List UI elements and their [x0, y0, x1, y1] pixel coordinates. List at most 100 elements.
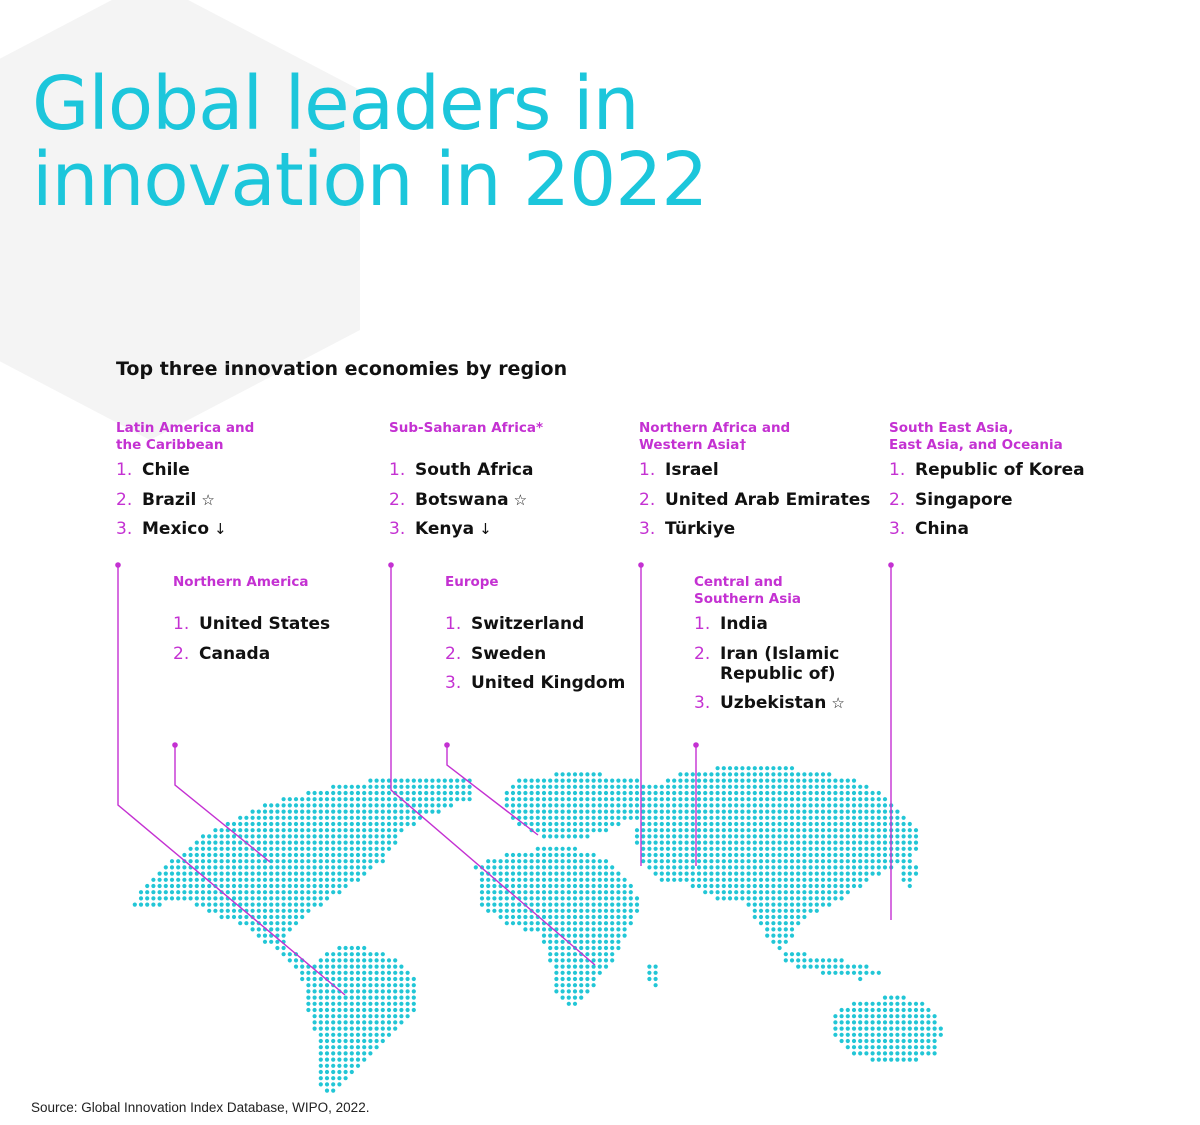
- title-line-1: Global leaders in: [32, 61, 639, 147]
- region-northern-africa-western-asia: Northern Africa and Western Asia† 1. Isra…: [639, 420, 889, 549]
- economy-name: Chile: [142, 460, 190, 480]
- region-northern-america: Northern America 1. United States 2. Canada: [173, 574, 423, 673]
- region-name-line-2: the Caribbean: [116, 437, 224, 453]
- ranking-list: 1. Republic of Korea 2. Singapore 3. China: [889, 460, 1139, 539]
- economy-name: Singapore: [915, 489, 1013, 510]
- economy-name: Botswana: [415, 489, 509, 510]
- region-sub-saharan-africa: Sub-Saharan Africa* 1. South Africa 2. Bots…: [389, 420, 639, 549]
- ranking-item: 3. Kenya ↓: [389, 519, 639, 539]
- new-entry-star-icon: ☆: [831, 694, 845, 712]
- economy-name: Sweden: [471, 643, 547, 664]
- ranking-list: 1. Switzerland 2. Sweden 3. United Kingdom: [445, 614, 695, 693]
- rank-number: 2.: [173, 643, 190, 664]
- ranking-item: 2. United Arab Emirates: [639, 490, 889, 510]
- ranking-item: 1. Switzerland: [445, 614, 695, 634]
- rank-number: 1.: [639, 460, 656, 480]
- down-arrow-icon: ↓: [479, 520, 492, 538]
- ranking-item: 1. United States: [173, 614, 423, 634]
- leader-line-europe: [444, 742, 539, 836]
- ranking-item: 2. Iran (Islamic Republic of): [694, 644, 854, 684]
- region-name-line-1: South East Asia,: [889, 420, 1014, 436]
- rank-number: 3.: [889, 519, 906, 539]
- chart-subtitle: Top three innovation economies by region: [116, 358, 568, 380]
- economy-name: India: [720, 614, 768, 634]
- ranking-item: 2. Botswana ☆: [389, 490, 639, 510]
- ranking-item: 3. Türkiye: [639, 519, 889, 539]
- economy-name: Kenya: [415, 519, 475, 539]
- region-name-line-1: Latin America and: [116, 420, 255, 436]
- rank-number: 1.: [173, 614, 190, 634]
- region-name: Northern Africa and Western Asia†: [639, 420, 889, 454]
- leader-line-northern-america: [172, 742, 271, 863]
- title-line-2: innovation in 2022: [32, 137, 708, 223]
- ranking-item: 2. Brazil ☆: [116, 490, 366, 510]
- ranking-item: 3. Uzbekistan ☆: [694, 693, 854, 713]
- region-name-line-2: Western Asia†: [639, 437, 747, 453]
- ranking-item: 1. Chile: [116, 460, 366, 480]
- economy-name: United Kingdom: [471, 673, 626, 693]
- page-title: Global leaders in innovation in 2022: [32, 61, 708, 223]
- ranking-item: 1. India: [694, 614, 854, 634]
- rank-number: 2.: [389, 489, 406, 510]
- ranking-item: 2. Singapore: [889, 490, 1139, 510]
- ranking-list: 1. Israel 2. United Arab Emirates 3. Türkiye: [639, 460, 889, 539]
- region-name-line-1: Central and: [694, 574, 783, 590]
- leader-line-central-southern-asia: [693, 742, 699, 866]
- rank-number: 3.: [639, 519, 656, 539]
- rank-number: 1.: [116, 460, 133, 480]
- economy-name: Republic of Korea: [915, 460, 1085, 480]
- rank-number: 2.: [445, 643, 462, 664]
- region-central-southern-asia: Central and Southern Asia 1. India 2. Iran …: [694, 574, 854, 723]
- region-name-line-1: Northern America: [173, 574, 309, 590]
- economy-name: United Arab Emirates: [665, 489, 871, 510]
- leader-line-latin-america: [115, 562, 346, 996]
- rank-number: 3.: [389, 519, 406, 539]
- ranking-item: 1. Republic of Korea: [889, 460, 1139, 480]
- region-name-line-2: Southern Asia: [694, 591, 802, 607]
- rank-number: 1.: [389, 460, 406, 480]
- new-entry-star-icon: ☆: [513, 490, 528, 509]
- region-europe: Europe 1. Switzerland 2. Sweden 3. United Kin…: [445, 574, 695, 703]
- rank-number: 2.: [694, 643, 711, 664]
- region-name-line-1: Europe: [445, 574, 499, 590]
- ranking-item: 3. United Kingdom: [445, 673, 695, 693]
- ranking-list: 1. South Africa 2. Botswana ☆ 3. Kenya ↓: [389, 460, 639, 539]
- new-entry-star-icon: ☆: [201, 490, 215, 509]
- economy-name: Brazil: [142, 489, 197, 510]
- economy-name: Switzerland: [471, 614, 585, 634]
- rank-number: 2.: [639, 489, 656, 510]
- ranking-list: 1. Chile 2. Brazil ☆ 3. Mexico ↓: [116, 460, 366, 539]
- ranking-item: 1. Israel: [639, 460, 889, 480]
- down-arrow-icon: ↓: [214, 520, 227, 538]
- region-name: Latin America and the Caribbean: [116, 420, 366, 454]
- economy-name: United States: [199, 614, 331, 634]
- region-name-line-1: Northern Africa and: [639, 420, 791, 436]
- economy-name: South Africa: [415, 460, 534, 480]
- ranking-item: 3. Mexico ↓: [116, 519, 366, 539]
- ranking-item: 2. Canada: [173, 644, 423, 664]
- ranking-item: 3. China: [889, 519, 1139, 539]
- region-south-east-asia-oceania: South East Asia, East Asia, and Oceania …: [889, 420, 1139, 549]
- region-name-line-2: East Asia, and Oceania: [889, 437, 1063, 453]
- rank-number: 1.: [694, 614, 711, 634]
- ranking-item: 1. South Africa: [389, 460, 639, 480]
- rank-number: 3.: [116, 519, 133, 539]
- economy-name: Canada: [199, 643, 271, 664]
- leader-line-sub-saharan-africa: [388, 562, 596, 966]
- region-name: Central and Southern Asia: [694, 574, 854, 608]
- ranking-list: 1. United States 2. Canada: [173, 614, 423, 664]
- rank-number: 2.: [889, 489, 906, 510]
- economy-name: Uzbekistan: [720, 693, 827, 713]
- rank-number: 1.: [889, 460, 906, 480]
- rank-number: 1.: [445, 614, 462, 634]
- rank-number: 2.: [116, 489, 133, 510]
- economy-name: Türkiye: [665, 519, 736, 539]
- economy-name: China: [915, 519, 969, 539]
- region-name: Northern America: [173, 574, 423, 608]
- economy-name: Mexico: [142, 519, 209, 539]
- ranking-list: 1. India 2. Iran (Islamic Republic of) 3. Uzb…: [694, 614, 854, 713]
- region-name-line-1: Sub-Saharan Africa*: [389, 420, 544, 436]
- economy-name: Israel: [665, 460, 719, 480]
